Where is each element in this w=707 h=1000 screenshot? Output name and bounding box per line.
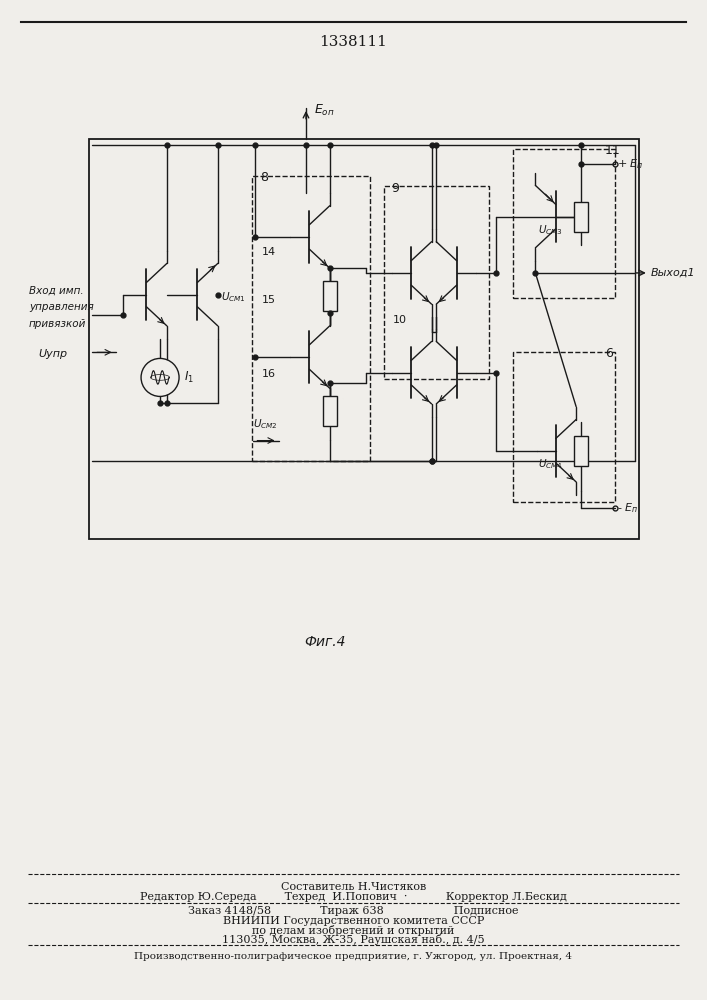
- Text: Вход имп.: Вход имп.: [29, 285, 83, 295]
- Text: 1338111: 1338111: [320, 35, 387, 49]
- Text: 8: 8: [260, 171, 268, 184]
- Text: - $E_п$: - $E_п$: [617, 501, 638, 515]
- Bar: [252, 176, 370, 461]
- Text: 10: 10: [393, 315, 407, 325]
- Text: Редактор Ю.Середа        Техред  И.Попович  ·           Корректор Л.Бескид: Редактор Ю.Середа Техред И.Попович · Кор…: [140, 892, 567, 902]
- Text: + $E_п$: + $E_п$: [617, 157, 643, 171]
- Text: $I_1$: $I_1$: [184, 370, 194, 385]
- Bar: [89, 139, 638, 539]
- Text: $U_{СМ2}$: $U_{СМ2}$: [253, 417, 278, 431]
- Text: 15: 15: [262, 295, 276, 305]
- Text: Фиг.4: Фиг.4: [305, 635, 346, 649]
- Text: привязкой: привязкой: [29, 319, 86, 329]
- Bar: [384, 186, 489, 379]
- Text: 14: 14: [262, 247, 276, 257]
- Bar: [323, 396, 337, 426]
- Text: 16: 16: [262, 369, 276, 379]
- Circle shape: [141, 358, 179, 396]
- Text: 113035, Москва, Ж-35, Раушская наб., д. 4/5: 113035, Москва, Ж-35, Раушская наб., д. …: [222, 934, 485, 945]
- Text: Составитель Н.Чистяков: Составитель Н.Чистяков: [281, 882, 426, 892]
- Bar: [574, 436, 588, 466]
- Text: 11: 11: [604, 144, 620, 157]
- Text: Заказ 4148/58              Тираж 638                    Подписное: Заказ 4148/58 Тираж 638 Подписное: [188, 906, 519, 916]
- Bar: [513, 352, 615, 502]
- Bar: [323, 281, 337, 311]
- Text: по делам изобретений и открытий: по делам изобретений и открытий: [252, 925, 455, 936]
- Text: $U_{СМ3}$: $U_{СМ3}$: [538, 224, 563, 237]
- Text: $U_{СМ1}$: $U_{СМ1}$: [221, 290, 246, 304]
- Text: Выход1: Выход1: [650, 268, 696, 278]
- Bar: [574, 202, 588, 232]
- Text: Производственно-полиграфическое предприятие, г. Ужгород, ул. Проектная, 4: Производственно-полиграфическое предприя…: [134, 952, 573, 961]
- Text: ВНИИПИ Государственного комитета СССР: ВНИИПИ Государственного комитета СССР: [223, 916, 484, 926]
- Text: управления: управления: [29, 302, 94, 312]
- Text: 9: 9: [391, 182, 399, 195]
- Bar: [513, 149, 615, 298]
- Text: 6: 6: [604, 347, 612, 360]
- Text: Uупр: Uупр: [38, 349, 67, 359]
- Text: $E_{оп}$: $E_{оп}$: [314, 103, 335, 118]
- Text: $U_{СМ4}$: $U_{СМ4}$: [538, 458, 563, 471]
